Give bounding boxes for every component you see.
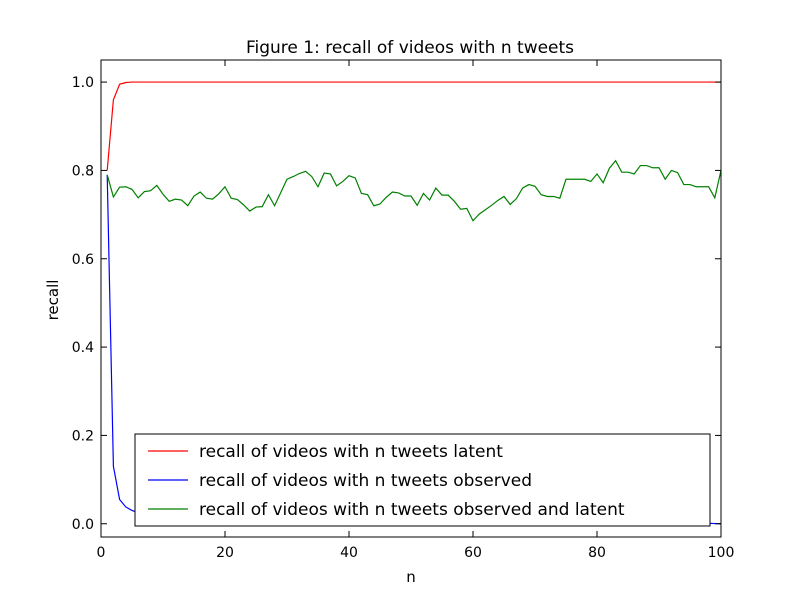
ticks-layer: 0 20 40 60 80 100 0.0 0.2 0.4 0.6 0.8 1.0 bbox=[72, 60, 735, 561]
legend-label-3: recall of videos with n tweets observed … bbox=[199, 500, 625, 520]
x-tick-label: 40 bbox=[340, 545, 358, 561]
y-axis-label: recall bbox=[44, 280, 62, 321]
x-tick-label: 20 bbox=[216, 545, 234, 561]
x-tick-label: 80 bbox=[588, 545, 606, 561]
plot-frame bbox=[100, 59, 722, 538]
y-tick-label: 0.6 bbox=[72, 252, 94, 268]
x-tick-label: 100 bbox=[708, 545, 735, 561]
series-line-3 bbox=[106, 159, 721, 222]
legend-label-2: recall of videos with n tweets observed bbox=[199, 471, 532, 491]
x-tick-label: 60 bbox=[464, 545, 482, 561]
y-tick-label: 1.0 bbox=[72, 75, 94, 91]
legend: recall of videos with n tweets latent rec… bbox=[134, 433, 711, 527]
y-tick-label: 0.2 bbox=[72, 428, 94, 444]
y-tick-label: 0.8 bbox=[72, 163, 94, 179]
chart-title: Figure 1: recall of videos with n tweets bbox=[246, 38, 574, 58]
legend-box bbox=[134, 433, 711, 527]
y-tick-label: 0.4 bbox=[72, 340, 94, 356]
series-line-1 bbox=[106, 81, 721, 171]
y-tick-label: 0.0 bbox=[72, 517, 94, 533]
legend-label-1: recall of videos with n tweets latent bbox=[199, 442, 503, 462]
x-tick-label: 0 bbox=[97, 545, 106, 561]
x-axis-label: n bbox=[406, 568, 416, 586]
